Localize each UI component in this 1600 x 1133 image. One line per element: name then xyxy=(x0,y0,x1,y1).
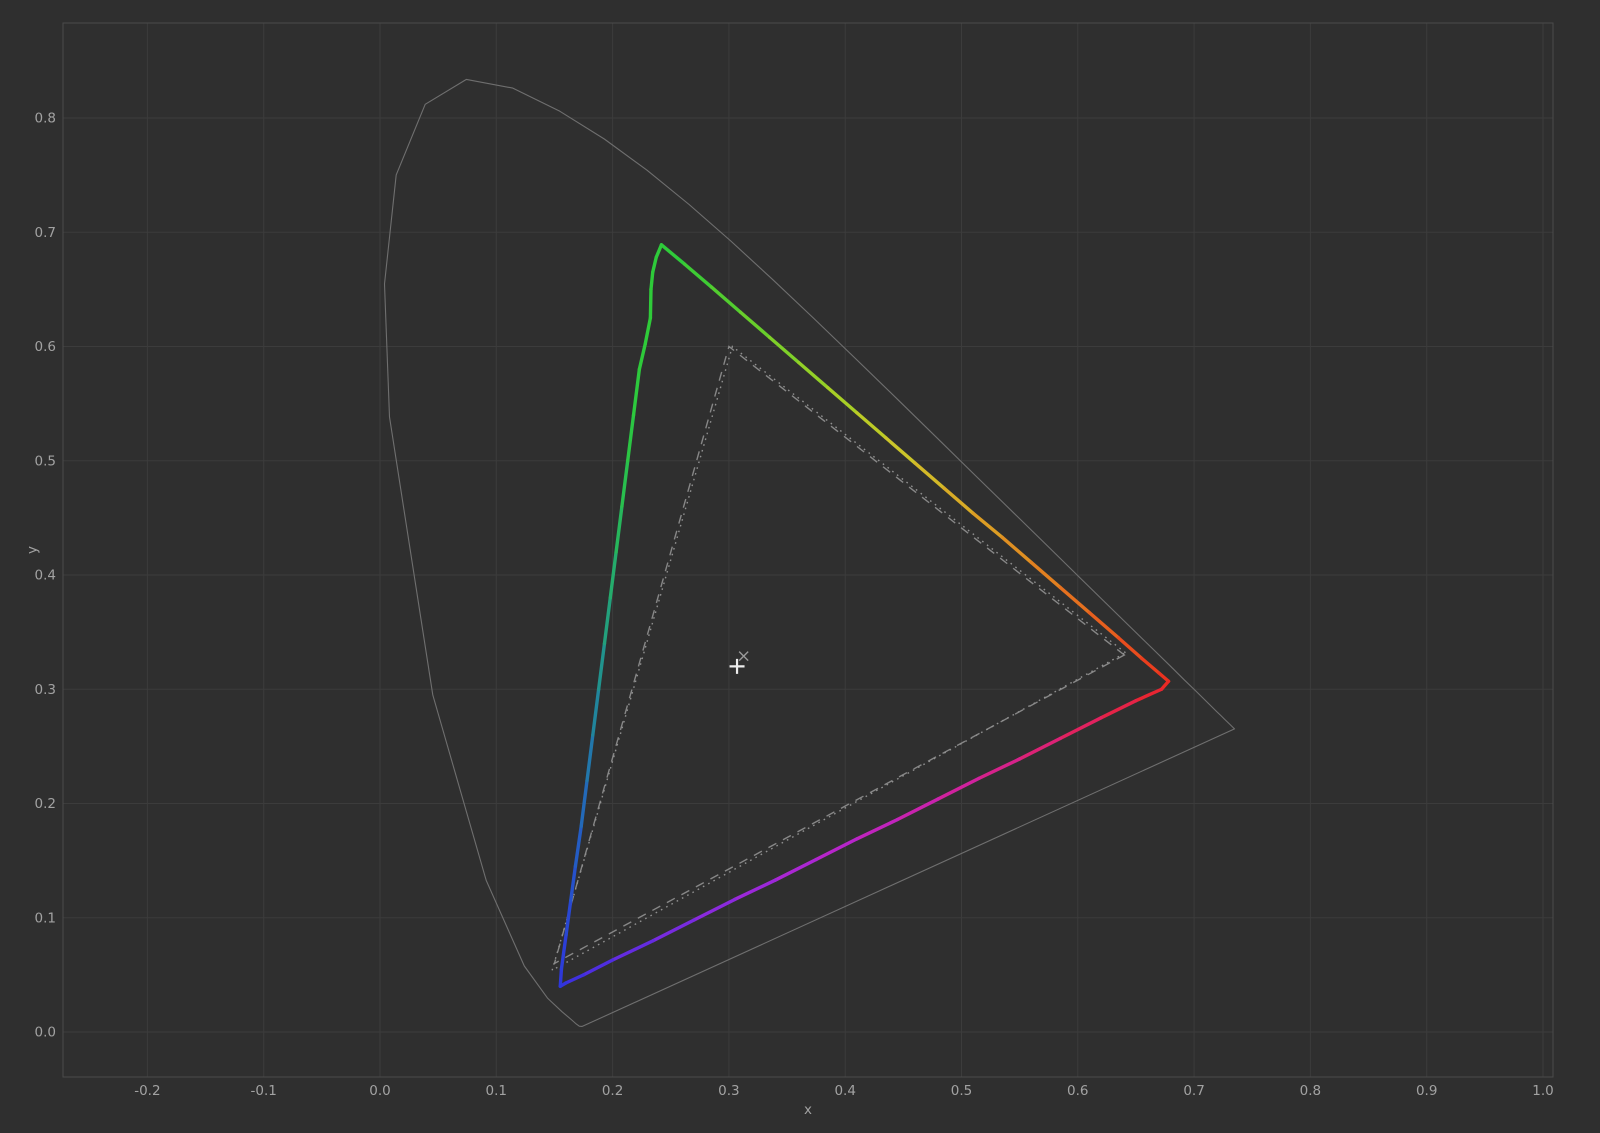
display-gamut-segment xyxy=(942,486,975,516)
y-tick-label: 0.2 xyxy=(35,796,56,812)
display-gamut-segment xyxy=(709,285,743,314)
x-tick-label: 0.1 xyxy=(486,1083,507,1099)
display-gamut-segment xyxy=(1087,611,1121,640)
display-gamut-segment xyxy=(1029,560,1063,590)
y-tick-label: 0.0 xyxy=(35,1025,56,1041)
display-gamut-segment xyxy=(796,360,830,390)
y-tick-label: 0.7 xyxy=(35,225,56,241)
display-gamut-segment xyxy=(1157,671,1171,683)
x-tick-label: 0.5 xyxy=(951,1083,972,1099)
display-gamut-segment xyxy=(855,817,900,841)
display-gamut-segment xyxy=(913,461,946,490)
x-tick-label: 1.0 xyxy=(1532,1083,1553,1099)
display-gamut-segment xyxy=(1058,585,1092,615)
display-gamut-segment xyxy=(1099,698,1138,720)
display-gamut-segment xyxy=(1159,679,1171,691)
display-gamut-segment xyxy=(884,436,917,465)
display-gamut-segment xyxy=(1134,687,1164,703)
display-gamut-segment xyxy=(773,857,818,882)
display-gamut-segment xyxy=(1116,636,1144,661)
display-gamut-segment xyxy=(1058,716,1103,741)
x-tick-label: 0.7 xyxy=(1183,1083,1204,1099)
display-gamut-segment xyxy=(564,898,573,937)
display-gamut-segment xyxy=(651,918,696,943)
display-gamut-segment xyxy=(692,897,737,922)
display-gamut-segment xyxy=(573,824,583,869)
display-gamut-segment xyxy=(1017,736,1063,761)
display-gamut-segment xyxy=(608,550,618,600)
y-tick-label: 0.8 xyxy=(35,111,56,127)
display-gamut-segment xyxy=(620,459,630,509)
plot-border xyxy=(62,22,1554,1078)
display-gamut-segment xyxy=(569,864,578,903)
x-tick-label: 0.8 xyxy=(1300,1083,1321,1099)
display-gamut-segment xyxy=(610,938,656,962)
display-gamut-segment xyxy=(1000,535,1033,565)
x-axis-title: x xyxy=(804,1102,812,1118)
display-gamut-segment xyxy=(826,385,859,415)
display-gamut-segment xyxy=(683,262,714,289)
y-tick-label: 0.5 xyxy=(35,453,56,469)
display-gamut-segment xyxy=(643,316,653,346)
display-gamut-segment xyxy=(579,778,589,829)
display-gamut-segment xyxy=(637,342,647,372)
y-tick-label: 0.6 xyxy=(35,339,56,355)
display-gamut-segment xyxy=(814,837,859,862)
x-tick-label: 0.3 xyxy=(718,1083,739,1099)
display-gamut-segment xyxy=(649,270,655,292)
display-gamut-segment xyxy=(767,335,801,365)
display-gamut-segment xyxy=(626,413,636,463)
measured-whitepoint-marker xyxy=(729,658,745,674)
x-tick-label: -0.1 xyxy=(251,1083,277,1099)
x-tick-label: 0.4 xyxy=(834,1083,855,1099)
spectral-locus xyxy=(383,78,1236,1027)
display-gamut-segment xyxy=(564,973,586,985)
x-tick-label: 0.2 xyxy=(602,1083,623,1099)
display-gamut-segment xyxy=(602,596,612,646)
display-gamut-segment xyxy=(733,878,778,902)
display-gamut-segment xyxy=(895,797,940,822)
reference-whitepoint-marker xyxy=(738,651,749,662)
y-tick-label: 0.4 xyxy=(35,568,56,584)
display-gamut-segment xyxy=(581,958,615,977)
display-gamut-segment xyxy=(1140,656,1161,675)
display-gamut-segment xyxy=(936,776,981,801)
display-gamut-segment xyxy=(654,243,664,260)
display-gamut-segment xyxy=(651,255,658,274)
y-tick-label: 0.3 xyxy=(35,682,56,698)
x-tick-label: -0.2 xyxy=(134,1083,160,1099)
y-axis-title: y xyxy=(24,546,41,554)
y-tick-label: 0.1 xyxy=(35,910,56,926)
display-gamut-segment xyxy=(614,504,624,554)
display-gamut-segment xyxy=(591,687,601,737)
x-tick-label: 0.6 xyxy=(1067,1083,1088,1099)
x-tick-label: 0.9 xyxy=(1416,1083,1437,1099)
display-gamut-segment xyxy=(559,933,568,971)
display-gamut-segment xyxy=(855,411,888,440)
display-gamut-segment xyxy=(659,243,687,266)
display-gamut-segment xyxy=(977,757,1022,781)
x-tick-label: 0.0 xyxy=(369,1083,390,1099)
plot-area xyxy=(63,23,1553,1077)
reference-gamut-dotted xyxy=(550,345,1127,972)
display-gamut-segment xyxy=(585,733,595,783)
display-gamut-segment xyxy=(738,310,772,340)
display-gamut-segment xyxy=(648,287,653,320)
display-gamut-segment xyxy=(558,967,564,988)
display-gamut-segment xyxy=(596,641,607,691)
display-gamut-segment xyxy=(631,367,642,417)
display-gamut-segment xyxy=(971,511,1004,539)
reference-gamut-dashed xyxy=(553,345,1126,965)
